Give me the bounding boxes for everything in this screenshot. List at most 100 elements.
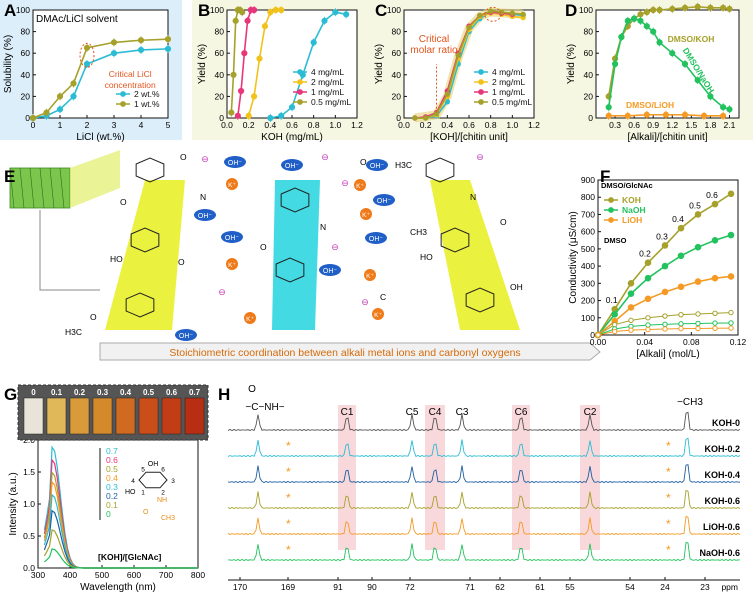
negative-charge: ⊖ [218,287,226,297]
x-tick-label: 62 [495,582,505,592]
vial [69,397,90,435]
y-tick-label: 80 [21,27,31,37]
y-axis-label: Intensity (a.u.) [8,472,19,535]
peak-label: C1 [341,407,354,418]
panel-C: 0 20 40 60 80 100 0.0 0.2 0.4 0.6 0.8 1.0 1.2 [KOH]/[… [374,5,540,143]
panel-h: 170 169 91 90 72 71 62 61 55 54 24 23 ppm C1 C5 C4 C3 C6 C… [227,384,741,592]
data-point [272,6,279,14]
data-point [728,325,734,331]
x-tick-label: 1.5 [685,120,697,130]
data-point [267,114,274,122]
data-point [137,37,145,44]
data-point [611,311,619,318]
atom-label: NH [157,497,167,504]
peak-highlight [512,405,530,550]
peak-label: C5 [406,407,419,418]
atom-label: O [143,509,149,516]
data-point [643,111,650,118]
panel-F: 0 100 200 300 400 500 600 700 800 900 0.00 0.04 0.08… [568,175,747,360]
hydroxide-ion [194,209,216,221]
data-point [694,278,702,285]
x-tick-label: 24 [660,582,670,592]
y-tick-label: 0.0 [23,563,35,573]
annotation-circle [79,42,95,68]
data-point [728,309,734,316]
hydroxide-ion [221,231,243,243]
ion-label: K⁺ [356,183,364,190]
data-point [720,104,727,111]
asterisk-marker: * [286,517,291,531]
peak-highlight [338,405,356,550]
data-point [707,4,714,11]
panel-letter: F [600,167,610,186]
data-point [694,3,701,10]
y-tick-label: 80 [215,27,225,37]
legend-marker [478,69,484,75]
legend-marker [297,79,303,85]
legend-marker [478,99,484,105]
sugar-ring [135,157,165,183]
data-point [70,80,77,87]
vial-label: 0.5 [143,388,155,397]
x-tick-label: 170 [233,582,247,592]
legend-label: KOH [622,195,641,205]
x-tick-label: 1.2 [666,120,678,130]
plot-background [33,10,168,118]
ratio-label: 0.3 [656,231,668,241]
atom-label: HO [420,252,433,262]
y-tick-label: 300 [581,278,595,288]
crystal-stripe [49,167,55,209]
data-point [694,211,702,218]
x-tick-label: 0.08 [683,337,700,347]
data-point [662,313,668,319]
data-point [83,60,91,68]
panel-A: 0 20 40 60 80 100 0 1 2 3 4 5 LiCl (wt.%) Solubility … [3,5,172,143]
ion-label: OH⁻ [369,236,384,243]
legend-label: NaOH [622,205,646,215]
hydroxide-ion [319,264,341,276]
atom-label: H3C [395,160,412,170]
data-point [466,24,472,30]
potassium-ion [372,308,384,320]
data-point [628,317,634,324]
legend-label: 0.5 mg/mL [492,97,532,107]
chart-title: DMAc/LiCl solvent [36,14,118,25]
crystal-stripe [29,167,35,209]
negative-charge: ⊖ [476,152,484,162]
panel-letter: E [4,167,15,186]
chain-beam [272,180,320,330]
data-point [650,28,657,35]
data-point [422,115,429,121]
data-point [83,44,91,51]
data-point [661,242,669,249]
ratio-label: 0.2 [639,249,651,259]
data-point [343,11,350,18]
data-point [645,315,651,321]
x-tick-label: 0 [31,120,36,130]
atom-label: O [260,242,267,252]
data-point [628,327,634,333]
y-tick-label: 60 [215,48,225,58]
trace-label: NaOH-0.6 [699,548,740,558]
data-point [321,17,328,24]
crystal-stripe [19,167,25,209]
vial-label: 0.1 [51,388,63,397]
atom-label: N [200,192,206,202]
hydroxide-ion [281,159,303,171]
y-tick-label: 700 [581,209,595,219]
negative-charge: ⊖ [201,154,209,164]
x-tick-label: 0.8 [308,120,320,130]
data-point [678,325,684,332]
asterisk-marker: * [286,543,291,557]
x-tick-label: 0.0 [398,120,410,130]
hydroxide-ion [366,159,388,171]
hydroxide-ion [365,232,387,244]
y-axis-label: Yield (%) [197,44,208,84]
ring-number: 2 [161,489,165,496]
atom-label: CH3 [161,515,175,522]
hydroxide-ion [373,194,395,206]
y-tick-label: 0 [396,113,401,123]
y-tick-label: 0 [590,330,595,340]
x-tick-label: 0.4 [264,120,276,130]
